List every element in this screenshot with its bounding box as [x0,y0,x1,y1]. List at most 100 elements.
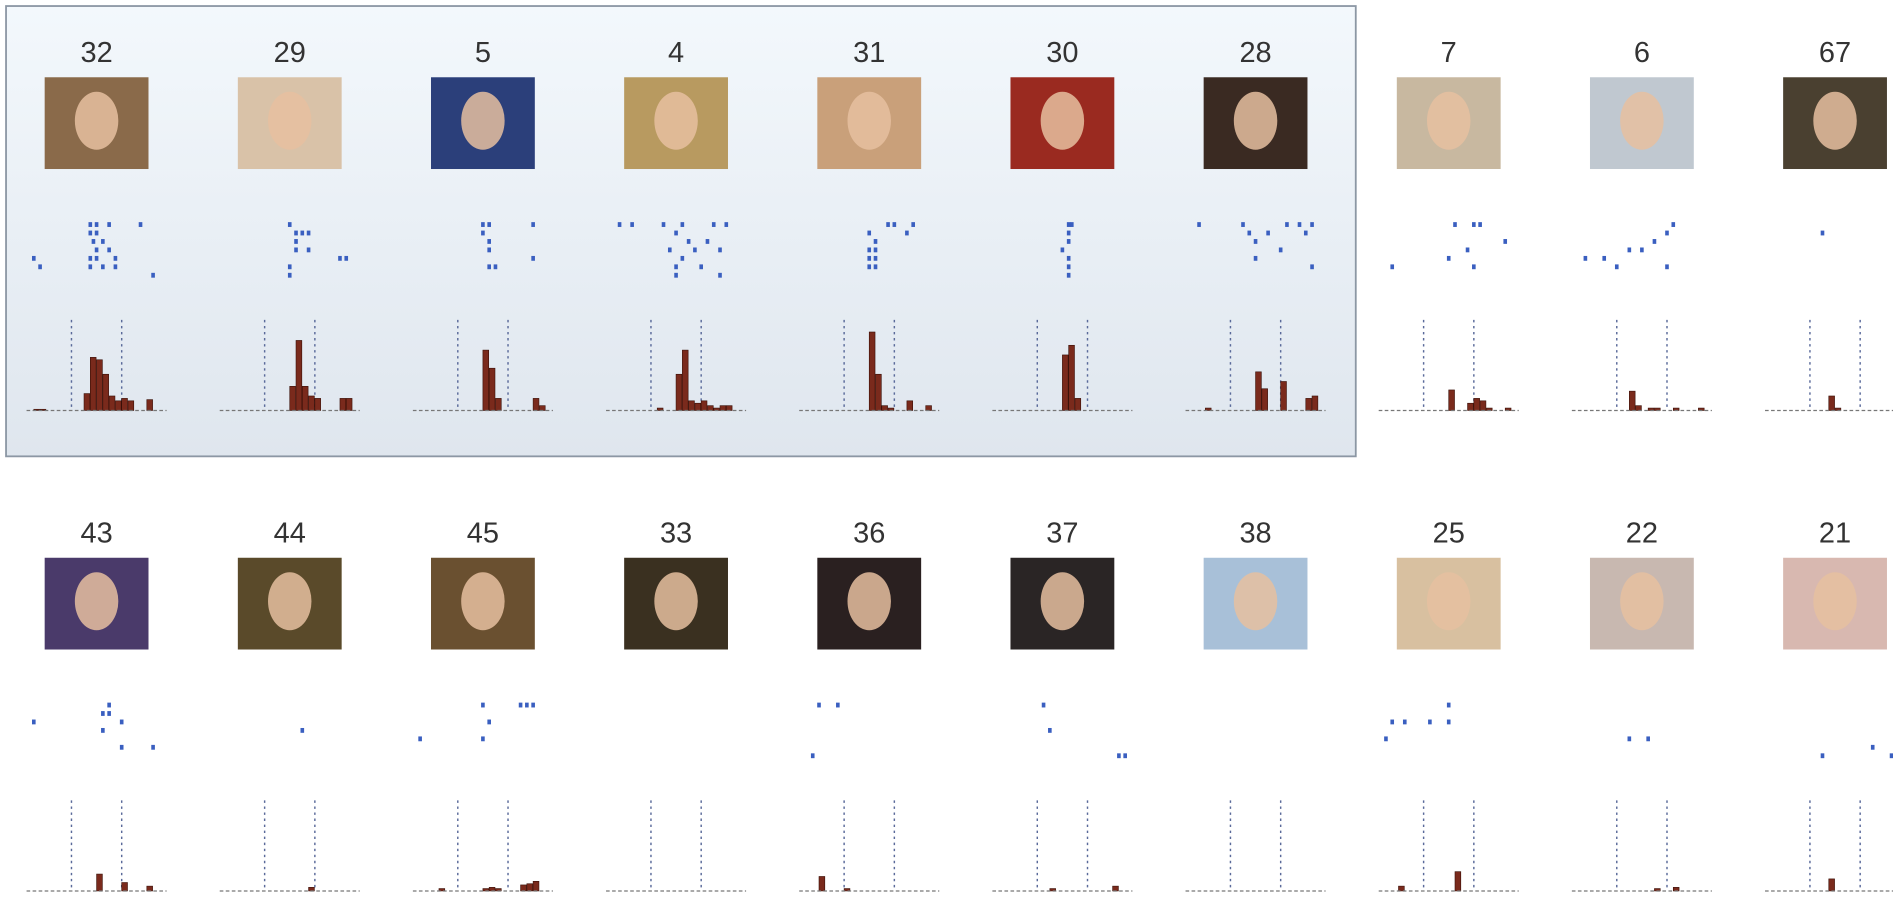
spike [1646,736,1650,742]
spike [1247,230,1252,236]
panel: 29 [219,37,360,412]
spike [493,264,498,270]
panel: 37 [992,517,1133,892]
histogram-bar [1448,389,1455,411]
spike [294,247,298,253]
spike [1303,230,1308,236]
spike [661,222,666,227]
histogram-bar [881,405,888,411]
spike [817,702,821,708]
spike [1066,255,1071,261]
spike [1889,753,1893,759]
panel: 43 [26,517,167,892]
stimulus-image-face [1233,91,1278,150]
spike [1472,264,1476,270]
spike [724,222,729,227]
histogram-bar [675,373,683,411]
spike [1066,264,1071,270]
spike [1627,247,1632,253]
spike [1278,247,1283,253]
spike [101,264,105,270]
panel: 45 [412,517,553,892]
spike [1870,744,1875,750]
spike [487,264,491,270]
spike [91,239,96,244]
spike [1478,222,1482,227]
spike [338,255,342,261]
panel-label: 32 [80,37,112,69]
spike [300,230,305,236]
spike [667,247,672,253]
stimulus-image-face [74,91,119,150]
spike [1614,264,1619,270]
spike [418,736,422,742]
stimulus-image-face [268,91,312,150]
histogram-bar [532,881,540,892]
panel-label: 28 [1239,37,1271,69]
spike [1066,239,1071,244]
panel: 33 [606,517,747,892]
stimulus-image-face [1426,572,1471,631]
histogram-bar [495,398,502,411]
spike [138,222,143,227]
spike [693,247,697,253]
spike [151,744,155,750]
spike [617,222,622,227]
spike [1665,230,1669,236]
histogram-bar [1068,344,1075,411]
spike [873,247,878,253]
spike [107,702,111,708]
histogram-bar [700,400,708,411]
histogram-bar [526,883,533,892]
panel-label: 21 [1819,517,1851,549]
histogram-bar [308,395,315,411]
spike [1671,222,1676,227]
panel-label: 67 [1819,37,1851,69]
spike [1665,264,1669,270]
spike [873,239,878,244]
histogram-bar [688,400,695,411]
spike [873,264,878,270]
histogram-bar [1311,395,1319,411]
spike [88,230,93,236]
spike [531,702,535,708]
stimulus-image-face [74,572,119,631]
panel: 28 [1185,37,1326,412]
histogram-bar [1828,395,1835,411]
spike [94,230,99,236]
histogram-bar [96,873,103,892]
spike [1070,222,1074,227]
spike [1117,753,1121,759]
histogram-bar [488,367,496,411]
spike [1253,239,1258,244]
histogram-bar [314,398,321,411]
histogram-bar [1467,402,1474,411]
spike [873,255,878,261]
histogram-bar [295,340,303,411]
spike [151,272,155,278]
spike [294,239,298,244]
panel: 67 [1765,37,1893,412]
spike [101,711,105,716]
panel: 21 [1765,517,1893,892]
panel-label: 43 [80,517,112,549]
spike [680,222,685,227]
histogram-bar [1473,398,1480,411]
spike [94,255,99,261]
panel-label: 29 [274,37,306,69]
panel-label: 22 [1626,517,1658,549]
spike [1446,719,1451,725]
spike [1602,255,1607,261]
panel: 36 [799,517,940,892]
spike [113,255,118,261]
panel: 38 [1185,517,1326,892]
spike [718,272,722,278]
panel: 25 [1378,517,1519,892]
panel: 5 [412,37,553,412]
spike [287,272,292,278]
spike [699,264,703,270]
spike [1652,239,1657,244]
panel: 31 [799,37,940,412]
stimulus-image-face [1040,572,1085,631]
histogram-bar [694,402,702,411]
